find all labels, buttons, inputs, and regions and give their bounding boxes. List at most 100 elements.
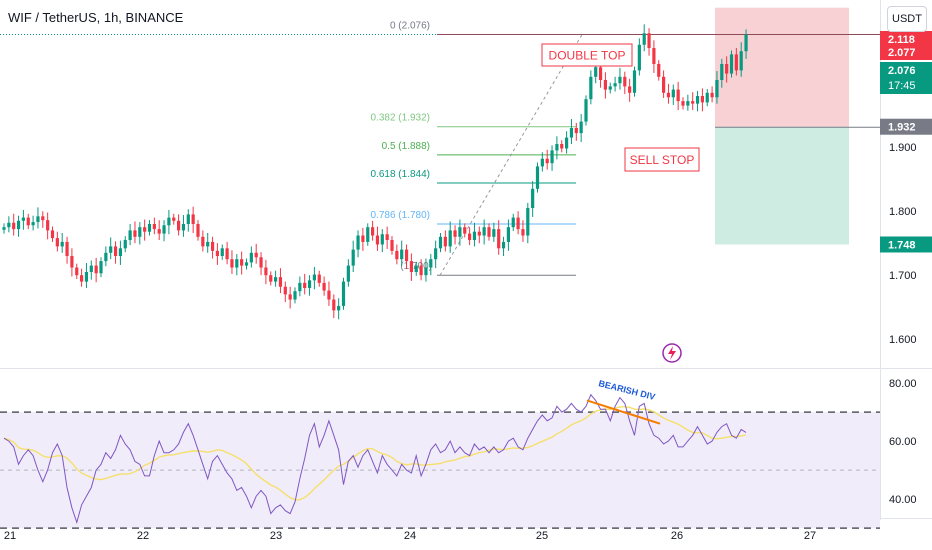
fib-level-786-label: 0.786 (1.780) [371, 210, 431, 221]
candle-body [332, 299, 336, 311]
candle-body [598, 67, 603, 80]
candle-body [143, 227, 147, 232]
candle-body [298, 282, 302, 292]
price-tick-label: 1.800 [889, 206, 917, 218]
candle-body [729, 54, 734, 74]
candle-body [492, 229, 496, 237]
candle-body [118, 248, 122, 256]
candle-body [312, 274, 316, 281]
candle-body [472, 231, 477, 240]
candle-body [109, 246, 113, 253]
sell-stop-label: SELL STOP [630, 153, 695, 167]
candle-body [632, 70, 637, 93]
fib-level-618-label: 0.618 (1.844) [371, 169, 431, 180]
candle-body [550, 150, 554, 164]
candle-body [230, 259, 234, 268]
candle-body [681, 101, 685, 106]
candle-body [133, 230, 137, 237]
candle-body [652, 48, 656, 64]
price-badge-3 [880, 118, 932, 135]
candle-body [419, 265, 423, 276]
candle-body [501, 241, 506, 249]
candle-body [560, 144, 564, 149]
candle-body [46, 220, 50, 231]
candle-body [608, 86, 612, 90]
candle-body [424, 267, 428, 276]
candle-body [720, 64, 724, 80]
candle-body [521, 229, 525, 236]
candle-body [404, 249, 409, 262]
candle-body [31, 222, 35, 226]
candle-body [283, 286, 287, 295]
candle-body [80, 275, 84, 282]
candle-body [725, 64, 729, 74]
time-tick-label: 21 [4, 530, 16, 542]
candle-body [104, 252, 108, 262]
sell-stop-box [624, 147, 700, 172]
candle-body [429, 259, 433, 268]
candle-body [526, 208, 530, 236]
candle-body [244, 262, 249, 266]
candle-body [322, 282, 326, 291]
candle-body [181, 224, 186, 231]
candle-body [186, 214, 190, 224]
candle-body [167, 217, 171, 226]
candle-body [99, 261, 103, 274]
candle-body [414, 265, 418, 272]
candle-body [734, 54, 738, 71]
rsi-moving-average [3, 405, 747, 501]
currency-unit-button[interactable]: USDT [887, 6, 927, 32]
candle-body [375, 235, 380, 245]
candle-body [477, 231, 481, 236]
time-tick-label: 22 [137, 530, 149, 542]
candle-body [16, 220, 21, 230]
candle-body [225, 248, 229, 260]
candle-body [36, 216, 40, 223]
candle-body [443, 236, 447, 247]
candle-body [60, 241, 64, 247]
candle-body [361, 235, 365, 242]
price-badge-1 [880, 44, 932, 60]
candle-body [303, 282, 307, 288]
candle-body [579, 121, 583, 134]
candle-body [55, 238, 59, 247]
candle-body [346, 265, 350, 282]
candle-body [666, 92, 671, 98]
candle-body [506, 227, 510, 242]
candle-body [497, 229, 501, 249]
double-top-box [541, 43, 633, 67]
candle-body [623, 76, 627, 87]
time-tick-label: 23 [270, 530, 282, 542]
candle-body [235, 259, 239, 268]
price-badge-label-0: 2.118 [888, 34, 915, 46]
candle-body [2, 227, 6, 230]
candle-body [123, 240, 127, 249]
candle-body [628, 86, 632, 93]
candle-body [152, 224, 156, 230]
time-tick-label: 26 [671, 530, 683, 542]
candle-body [21, 217, 25, 221]
fib-level-05-label: 0.5 (1.888) [382, 141, 430, 152]
candle-body [41, 216, 45, 221]
rsi-tick-label: 60.00 [889, 436, 917, 448]
candle-body [385, 234, 389, 240]
candle-body [220, 248, 224, 256]
candle-body [540, 158, 544, 167]
candle-body [705, 92, 709, 103]
candle-body [293, 291, 297, 300]
countdown-label: 17:45 [888, 80, 916, 92]
candle-body [390, 240, 394, 251]
candle-body [210, 241, 215, 251]
candle-body [162, 225, 166, 234]
candle-body [400, 249, 404, 260]
candle-body [147, 224, 152, 232]
price-tick-label: 1.600 [889, 334, 917, 346]
candle-body [453, 230, 457, 237]
candle-body [380, 234, 384, 245]
rsi-line [3, 393, 747, 525]
lightning-bolt-icon [668, 346, 676, 360]
candle-body [89, 265, 93, 272]
double-top-label: DOUBLE TOP [549, 49, 626, 63]
candle-body [434, 248, 438, 260]
candle-body [264, 267, 268, 276]
